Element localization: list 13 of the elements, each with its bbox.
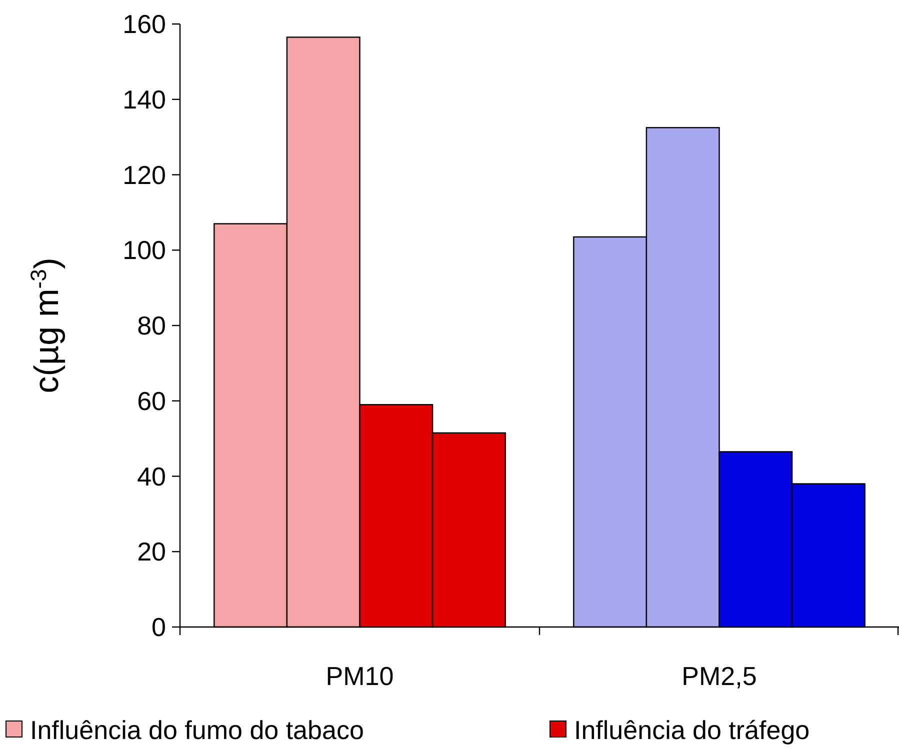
x-tick-label: PM10 [326,661,394,691]
y-tick-label: 120 [122,160,166,190]
y-tick-label: 0 [152,612,166,642]
x-tick-label: PM2,5 [682,661,757,691]
y-tick-label: 100 [122,235,166,266]
y-tick-label: 60 [137,386,166,416]
y-tick-label: 40 [137,461,166,492]
legend-label: Influência do fumo do tabaco [30,715,364,746]
legend-label: Influência do tráfego [574,715,810,746]
y-tick-label: 160 [122,9,166,40]
y-tick-label: 20 [137,536,166,567]
y-tick-label: 140 [122,84,166,114]
y-tick-label: 80 [137,310,166,341]
